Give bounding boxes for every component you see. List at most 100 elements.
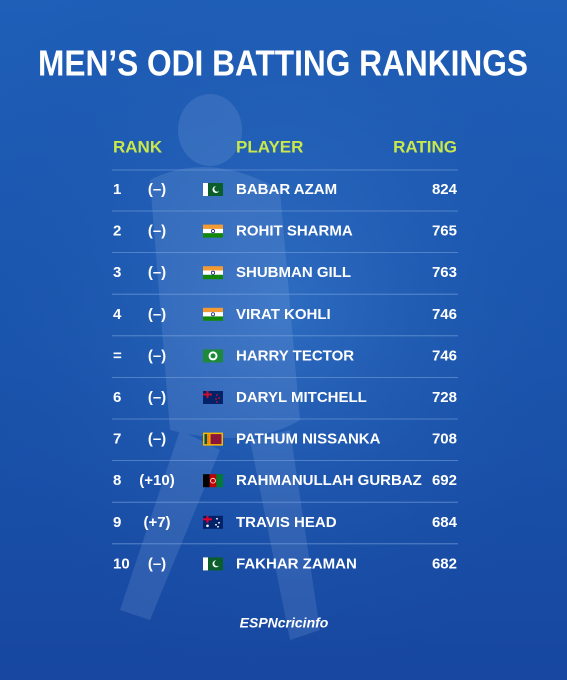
country-flag (203, 349, 223, 363)
flag-part (203, 474, 210, 488)
rating: 824 (432, 181, 458, 198)
rating: 746 (432, 306, 457, 323)
table-row: 9 (+7) TRAVIS HEAD 684 (112, 514, 458, 545)
rank: 1 (113, 181, 121, 198)
title: MEN’S ODI BATTING RANKINGS (38, 43, 528, 84)
flag-part (203, 233, 223, 238)
player-name: FAKHAR ZAMAN (236, 555, 357, 572)
flag-part (203, 393, 212, 396)
flag-part (204, 434, 207, 445)
player-name: VIRAT KOHLI (236, 306, 331, 323)
flag-part (203, 391, 223, 404)
rank: 8 (113, 472, 121, 489)
column-header: PLAYER (236, 137, 303, 156)
flag-part (210, 434, 222, 445)
country-flag (203, 183, 223, 196)
flag-part (206, 524, 209, 528)
rating: 728 (432, 389, 457, 406)
flag-part (215, 523, 217, 526)
flag-part (215, 398, 217, 400)
player-name: SHUBMAN GILL (236, 264, 351, 281)
table-body: 1 (–) BABAR AZAM 824 2 (–) ROHIT SHARMA 765 3 (–)… (112, 169, 458, 572)
table-row: 8 (+10) RAHMANULLAH GURBAZ 692 (112, 472, 458, 503)
player-name: HARRY TECTOR (236, 347, 354, 364)
flag-part (203, 274, 223, 280)
rank-change: (–) (148, 181, 166, 198)
flag-part (217, 525, 219, 528)
rank-change: (–) (148, 431, 166, 448)
flag-part (214, 185, 221, 192)
column-header: RATING (393, 137, 457, 156)
rating: 763 (432, 264, 457, 281)
table-row: 1 (–) BABAR AZAM 824 (112, 181, 458, 212)
flag-part (203, 270, 223, 275)
rating: 692 (432, 472, 457, 489)
flag-part (216, 517, 218, 520)
flag-part (216, 394, 218, 396)
rank: 7 (113, 431, 121, 448)
flag-part (211, 229, 215, 234)
rank: = (113, 347, 122, 364)
rank-change: (–) (148, 389, 166, 406)
player-silhouette (120, 94, 320, 640)
rank-change: (–) (148, 223, 166, 240)
country-flag (203, 557, 223, 571)
flag-part (218, 521, 220, 524)
flag-part (203, 224, 223, 229)
country-flag (203, 307, 223, 321)
table-row: 7 (–) PATHUM NISSANKA 708 (112, 431, 458, 462)
rating: 684 (432, 514, 458, 531)
flag-part (210, 477, 216, 484)
table-row: = (–) HARRY TECTOR 746 (112, 347, 458, 378)
flag-part (203, 183, 208, 196)
rank-change: (–) (148, 347, 166, 364)
flag-part (214, 560, 221, 567)
player-name: DARYL MITCHELL (236, 389, 367, 406)
rank-change: (–) (148, 264, 166, 281)
flag-part (203, 266, 223, 271)
flag-part (216, 401, 218, 403)
country-flag (203, 266, 223, 280)
rank: 4 (113, 306, 122, 323)
table-row: 2 (–) ROHIT SHARMA 765 (112, 223, 458, 254)
rank: 6 (113, 389, 121, 406)
rank: 3 (113, 264, 121, 281)
flag-part (209, 474, 217, 488)
player-name: RAHMANULLAH GURBAZ (236, 472, 422, 489)
flag-part (207, 434, 210, 445)
player-name: ROHIT SHARMA (236, 223, 353, 240)
table-row: 3 (–) SHUBMAN GILL 763 (112, 264, 458, 295)
player-name: PATHUM NISSANKA (236, 431, 381, 448)
player-name: TRAVIS HEAD (236, 514, 337, 531)
country-flag (203, 224, 223, 238)
rating: 682 (432, 555, 457, 572)
flag-part (210, 353, 216, 359)
rank: 9 (113, 514, 121, 531)
player-name: BABAR AZAM (236, 181, 337, 198)
country-flag (203, 432, 223, 446)
table-row: 4 (–) VIRAT KOHLI 746 (112, 306, 458, 337)
flag-part (218, 397, 220, 399)
flag-part (203, 518, 212, 521)
table-row: 10 (–) FAKHAR ZAMAN 682 (113, 555, 457, 572)
flag-part (203, 316, 223, 321)
flag-part (203, 228, 223, 234)
rank-change: (–) (148, 555, 166, 572)
table-row: 6 (–) DARYL MITCHELL 728 (112, 389, 458, 420)
country-flag (203, 391, 223, 404)
flag-part (203, 307, 223, 313)
flag-part (211, 270, 215, 275)
rating: 708 (432, 431, 457, 448)
footer-logo: ESPNcricinfo (240, 615, 329, 631)
flag-part (203, 312, 223, 317)
flag-part (216, 474, 223, 488)
country-flag (203, 474, 223, 488)
rank-change: (–) (148, 306, 166, 323)
country-flag (203, 515, 223, 529)
rating: 746 (432, 347, 457, 364)
rank-change: (+7) (143, 514, 170, 531)
rank: 10 (113, 555, 130, 572)
